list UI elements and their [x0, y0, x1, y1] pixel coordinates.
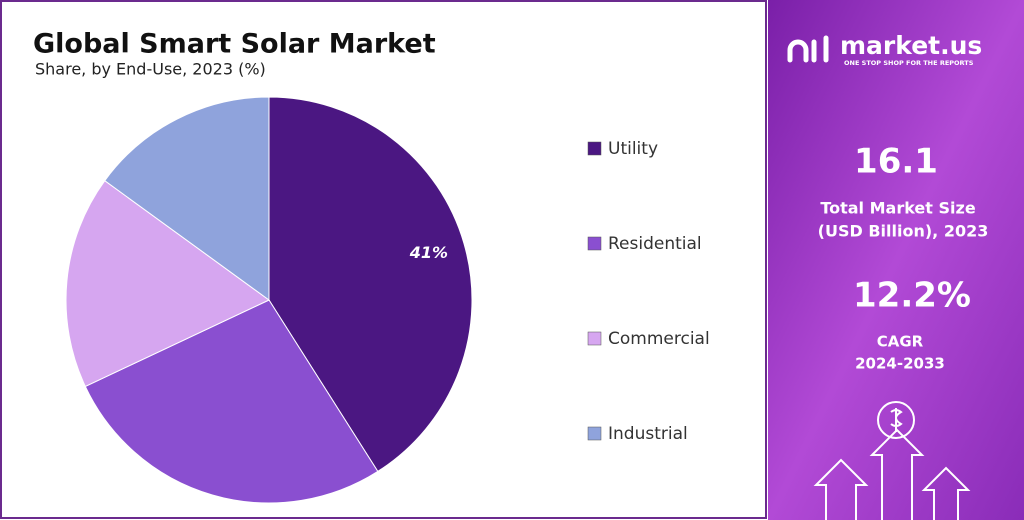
pie-slice: [268, 96, 473, 473]
legend-swatch: [587, 426, 602, 441]
logo-icon: [787, 35, 829, 63]
legend-label: Residential: [608, 234, 702, 254]
brand: market.us: [840, 31, 982, 60]
legend-label: Utility: [608, 139, 658, 159]
chart-title: Global Smart Solar Market: [33, 29, 436, 60]
legend: Utility Residential Commercial Industrial: [587, 139, 710, 444]
pie-slice: [84, 299, 379, 504]
legend-swatch: [587, 141, 602, 156]
market-size-label: Total Market Size: [820, 199, 975, 218]
legend-swatch: [587, 331, 602, 346]
legend-label: Commercial: [608, 329, 710, 349]
cagr-label: CAGR: [877, 333, 924, 351]
cagr: 12.2%: [853, 276, 971, 316]
market-size-label: (USD Billion), 2023: [818, 222, 989, 241]
data-label: 41%: [409, 243, 448, 262]
chart-subtitle: Share, by End-Use, 2023 (%): [35, 60, 266, 79]
legend-label: Industrial: [608, 424, 688, 444]
tagline: ONE STOP SHOP FOR THE REPORTS: [844, 59, 974, 67]
pie: 41%: [65, 96, 473, 504]
pie-slice: [65, 179, 270, 388]
market-size: 16.1: [854, 142, 938, 182]
legend-swatch: [587, 236, 602, 251]
pie-slice: [104, 96, 270, 301]
growth-icon: [813, 401, 971, 520]
cagr-label: 2024-2033: [855, 355, 945, 373]
side-panel: [768, 0, 1024, 520]
